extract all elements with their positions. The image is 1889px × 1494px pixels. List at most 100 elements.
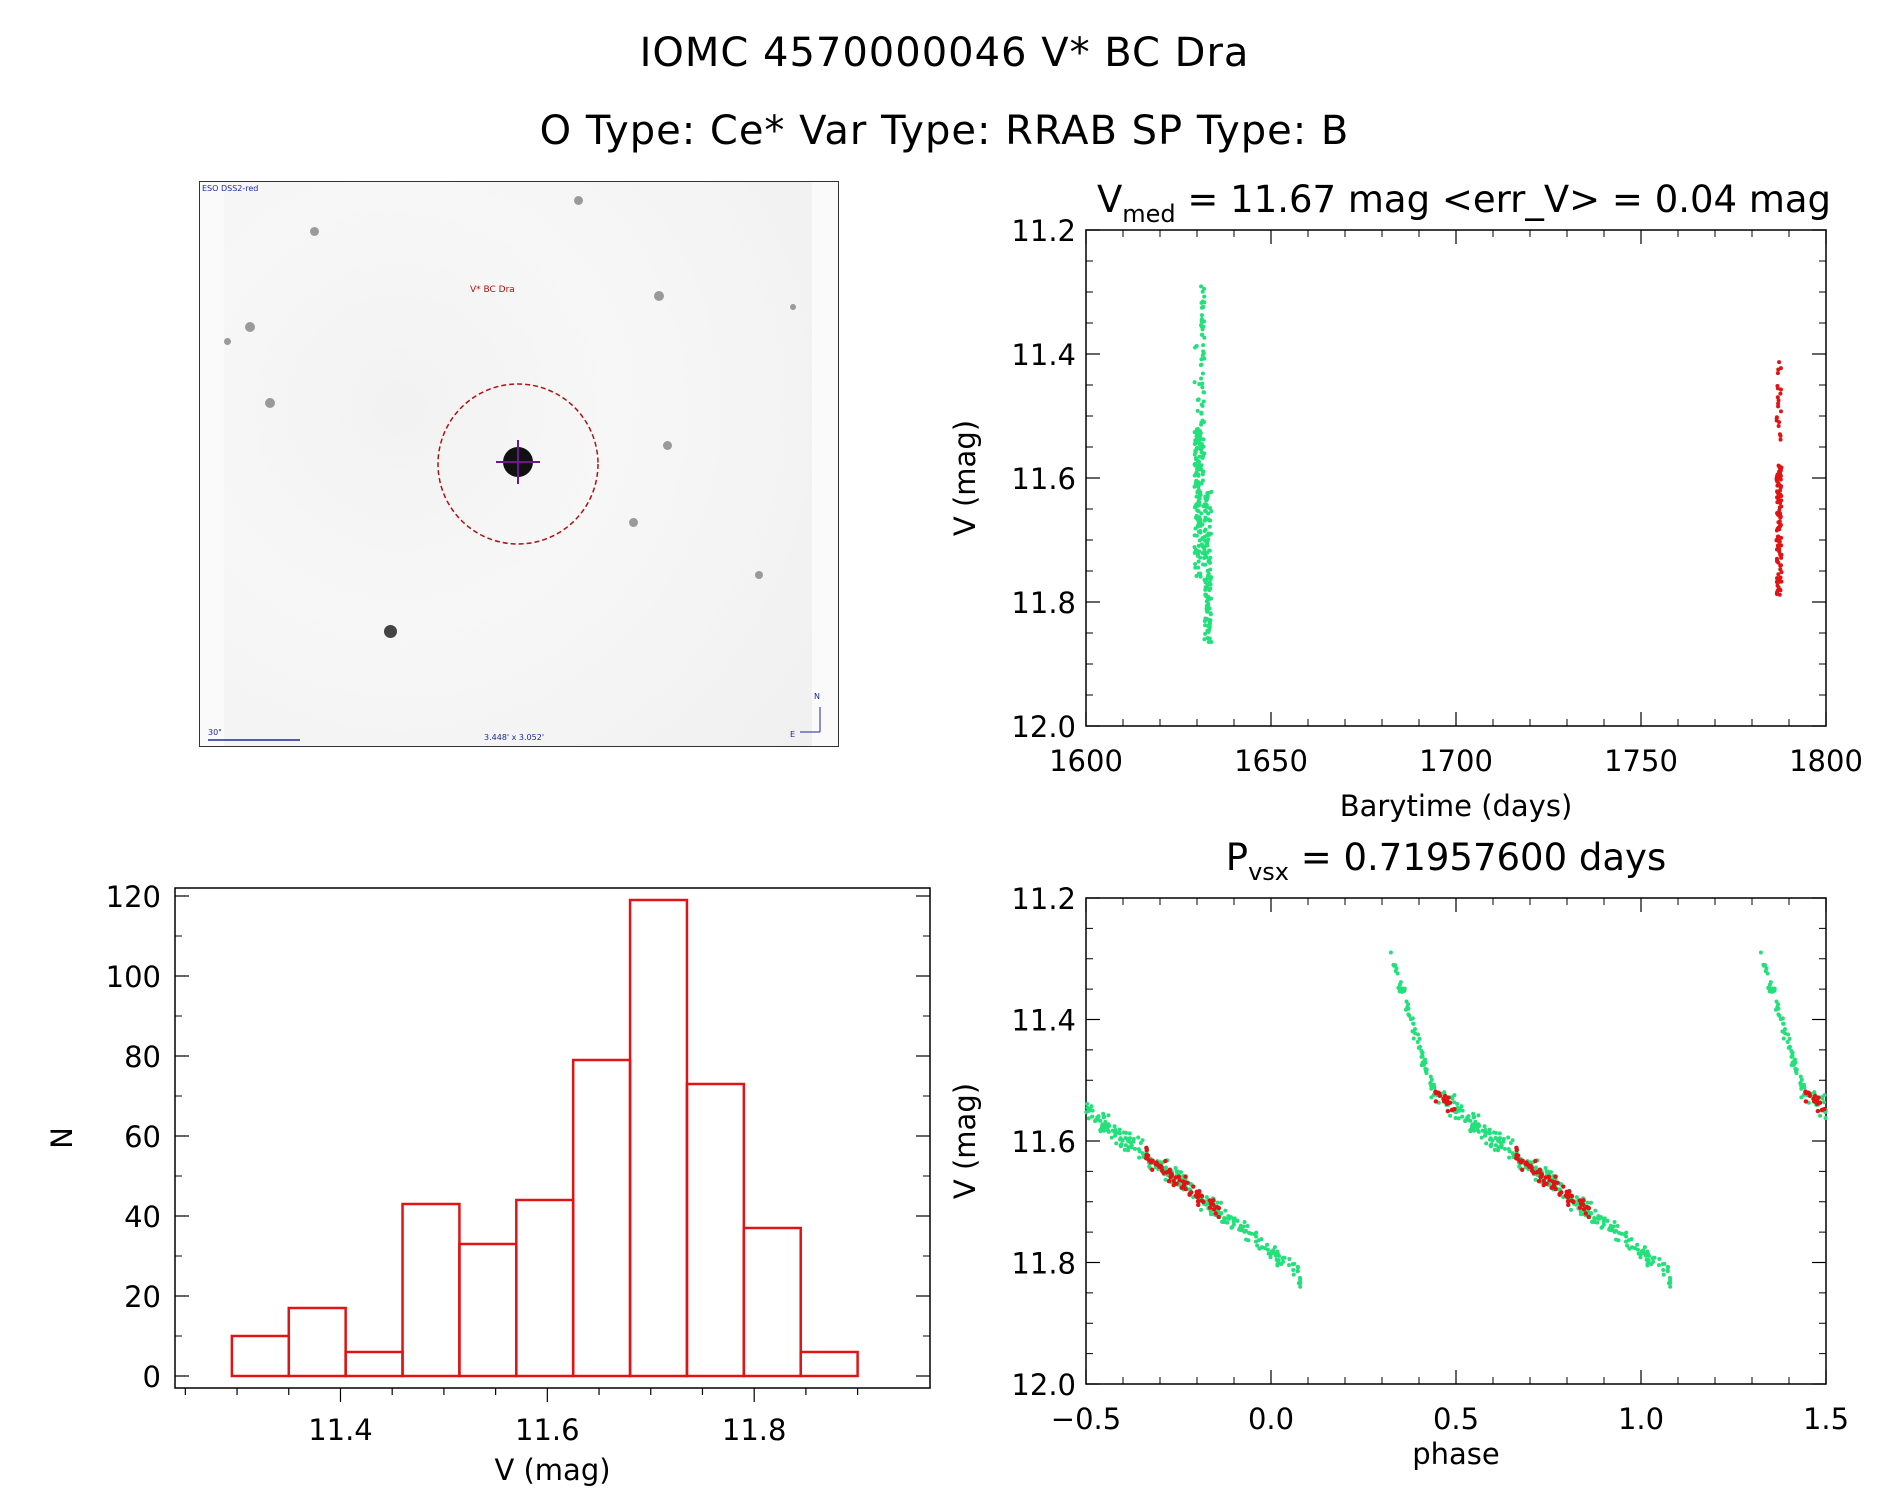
phase-point-red	[1515, 1153, 1521, 1158]
phase-point-green	[1510, 1151, 1515, 1156]
phase-point-green	[1812, 1090, 1817, 1095]
phase-point-green	[1223, 1208, 1228, 1213]
phase-point-red	[1528, 1163, 1533, 1169]
phase-point-red	[1183, 1174, 1188, 1179]
phase-point-green	[1497, 1131, 1502, 1136]
lightcurve-point-green	[1206, 537, 1211, 542]
phase-point-green	[1508, 1141, 1513, 1146]
phase-point-red	[1803, 1099, 1809, 1104]
lightcurve-point-green	[1205, 582, 1210, 587]
phase-point-green	[1132, 1146, 1137, 1151]
lightcurve-point-red	[1778, 468, 1783, 473]
lightcurve-point-red	[1776, 534, 1781, 539]
phase-point-green	[1398, 980, 1403, 985]
field-star	[384, 625, 397, 638]
phase-point-green	[1416, 1045, 1421, 1050]
lightcurve-point-green	[1206, 640, 1211, 645]
lightcurve-point-green	[1195, 430, 1200, 435]
phase-point-red	[1171, 1178, 1176, 1184]
lightcurve-point-green	[1207, 518, 1212, 523]
lightcurve-y-label: 11.8	[1011, 586, 1076, 620]
lightcurve-point-green	[1197, 442, 1202, 447]
phase-point-green	[1102, 1128, 1107, 1133]
phase-point-red	[1557, 1191, 1562, 1197]
lightcurve-point-green	[1196, 559, 1201, 564]
phase-point-green	[1623, 1239, 1628, 1244]
phase-point-red	[1519, 1167, 1525, 1173]
phase-point-red	[1553, 1174, 1558, 1179]
phase-point-green	[1095, 1115, 1100, 1120]
phase-point-red	[1211, 1207, 1217, 1212]
phase-point-green	[1773, 1007, 1778, 1012]
phase-point-green	[1275, 1261, 1280, 1266]
phase-point-green	[1225, 1216, 1230, 1221]
phase-point-green	[1657, 1257, 1662, 1262]
phase-point-green	[1291, 1267, 1296, 1272]
phase-point-green	[1820, 1096, 1825, 1101]
field-star	[654, 291, 664, 301]
lightcurve-point-green	[1196, 543, 1201, 548]
histogram-y-label: 100	[106, 960, 161, 994]
phase-y-label: 11.2	[1011, 882, 1076, 916]
phase-point-red	[1442, 1093, 1448, 1099]
lightcurve-point-green	[1194, 533, 1199, 538]
phase-point-green	[1415, 1039, 1420, 1044]
phase-point-green	[1173, 1165, 1178, 1170]
lightcurve-point-green	[1194, 471, 1199, 476]
phase-x-label: 0.0	[1248, 1402, 1294, 1436]
phase-point-red	[1149, 1167, 1155, 1173]
lightcurve-point-green	[1202, 637, 1207, 642]
lightcurve-point-green	[1195, 508, 1200, 513]
phase-point-green	[1106, 1113, 1111, 1118]
phase-point-red	[1541, 1178, 1546, 1184]
lightcurve-point-green	[1202, 294, 1207, 299]
phase-point-green	[1121, 1130, 1126, 1135]
phase-point-green	[1397, 986, 1402, 991]
field-star	[310, 227, 319, 236]
phase-point-green	[1109, 1135, 1114, 1140]
phase-point-green	[1419, 1063, 1424, 1068]
lightcurve-point-green	[1195, 553, 1200, 558]
lightcurve-point-green	[1207, 636, 1212, 641]
lightcurve-point-green	[1202, 577, 1207, 582]
lightcurve-point-red	[1776, 398, 1781, 403]
lightcurve-point-green	[1201, 399, 1206, 404]
lightcurve-point-green	[1203, 553, 1208, 558]
phase-point-green	[1651, 1259, 1656, 1264]
lightcurve-point-green	[1203, 587, 1208, 592]
lightcurve-point-red	[1776, 404, 1781, 409]
phase-point-green	[1452, 1093, 1457, 1098]
phase-point-red	[1533, 1158, 1538, 1164]
histogram-bar	[287, 1306, 347, 1378]
phase-point-red	[1213, 1211, 1218, 1216]
phase-point-green	[1636, 1251, 1641, 1256]
phase-point-green	[1599, 1225, 1604, 1230]
phase-point-green	[1543, 1165, 1548, 1170]
phase-point-green	[1502, 1146, 1507, 1151]
histogram-bar	[799, 1350, 859, 1378]
lightcurve-point-green	[1193, 561, 1198, 566]
target-aperture	[437, 383, 599, 545]
lightcurve-point-green	[1202, 319, 1207, 324]
phase-point-green	[1245, 1223, 1250, 1228]
phase-point-green	[1612, 1219, 1617, 1224]
phase-point-green	[1253, 1239, 1258, 1244]
phase-point-green	[1789, 1063, 1794, 1068]
phase-point-green	[1403, 1007, 1408, 1012]
lightcurve-point-red	[1778, 387, 1783, 392]
phase-point-green	[1204, 1195, 1209, 1200]
phase-x-label: 1.5	[1803, 1402, 1849, 1436]
phase-point-green	[1657, 1263, 1662, 1268]
phase-point-green	[1120, 1138, 1125, 1143]
phase-point-green	[1484, 1141, 1489, 1146]
lightcurve-point-green	[1199, 357, 1204, 362]
phase-point-red	[1578, 1201, 1584, 1206]
phase-point-red	[1531, 1170, 1536, 1176]
histogram-y-label: 60	[124, 1120, 161, 1154]
phase-point-green	[1507, 1155, 1512, 1160]
phase-point-green	[1790, 1054, 1795, 1059]
phase-point-green	[1140, 1151, 1145, 1156]
phase-point-red	[1437, 1091, 1442, 1096]
phase-point-green	[1506, 1135, 1511, 1140]
phase-point-red	[1520, 1158, 1525, 1163]
